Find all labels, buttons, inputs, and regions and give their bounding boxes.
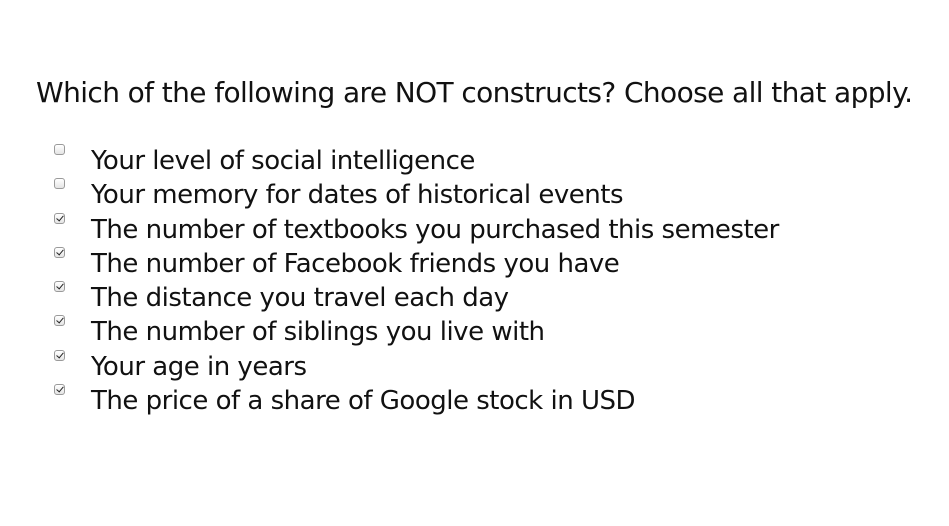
option-label-5: The distance you travel each day bbox=[91, 283, 509, 314]
checkbox-8[interactable] bbox=[54, 384, 65, 396]
checkbox-7[interactable] bbox=[54, 349, 65, 361]
checkbox-5[interactable] bbox=[54, 281, 65, 293]
option-label-4: The number of Facebook friends you have bbox=[91, 248, 620, 279]
question-text: Which of the following are NOT construct… bbox=[36, 76, 913, 109]
checkbox-3[interactable] bbox=[54, 212, 65, 224]
option-label-8: The price of a share of Google stock in … bbox=[91, 386, 636, 417]
option-label-2: Your memory for dates of historical even… bbox=[91, 180, 624, 211]
option-label-6: The number of siblings you live with bbox=[91, 317, 545, 348]
option-label-7: Your age in years bbox=[91, 351, 307, 382]
checkbox-4[interactable] bbox=[54, 246, 65, 258]
checkbox-2[interactable] bbox=[54, 178, 65, 190]
option-label-3: The number of textbooks you purchased th… bbox=[91, 214, 779, 245]
checkbox-6[interactable] bbox=[54, 315, 65, 327]
checkbox-1[interactable] bbox=[54, 144, 65, 155]
option-label-1: Your level of social intelligence bbox=[91, 146, 475, 176]
